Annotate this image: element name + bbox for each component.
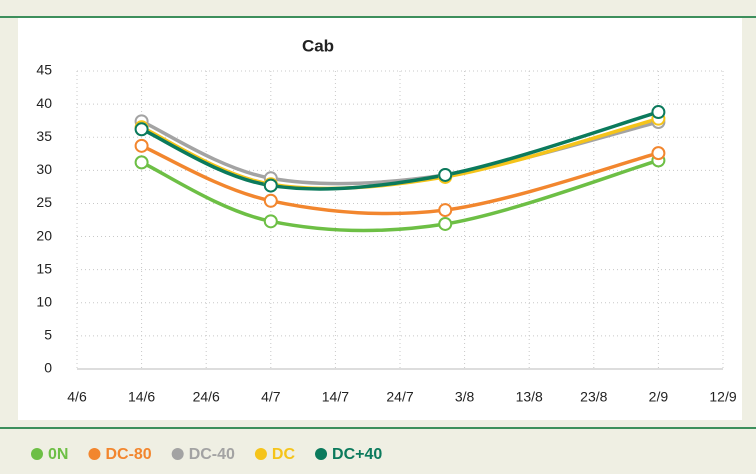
- y-tick-label: 0: [44, 360, 52, 376]
- x-tick-label: 14/7: [322, 389, 349, 405]
- x-tick-label: 23/8: [580, 389, 607, 405]
- x-tick-label: 4/6: [67, 389, 87, 405]
- legend-marker: [315, 448, 328, 460]
- y-tick-label: 30: [36, 161, 52, 177]
- data-point: [134, 138, 149, 153]
- legend-label: DC-40: [189, 446, 235, 463]
- data-point: [651, 105, 666, 120]
- legend-marker: [171, 448, 184, 460]
- y-tick-label: 40: [36, 95, 52, 111]
- legend-marker: [88, 448, 101, 460]
- x-tick-label: 3/8: [455, 389, 475, 405]
- x-tick-label: 2/9: [649, 389, 669, 405]
- y-tick-label: 20: [36, 227, 52, 243]
- x-tick-label: 14/6: [128, 389, 155, 405]
- data-point: [134, 122, 149, 137]
- series-line: [140, 158, 659, 233]
- x-tick-label: 24/7: [386, 389, 413, 405]
- legend-label: DC: [272, 446, 296, 463]
- chart-panel: [18, 18, 742, 420]
- data-point: [263, 178, 278, 193]
- x-tick-label: 4/7: [261, 389, 281, 405]
- series-line: [140, 144, 659, 216]
- y-tick-label: 15: [36, 260, 52, 276]
- legend-marker: [31, 448, 43, 460]
- data-point: [263, 214, 278, 229]
- x-tick-label: 24/6: [193, 389, 220, 405]
- series-line: [140, 110, 659, 191]
- y-tick-label: 25: [36, 194, 52, 210]
- y-tick-label: 35: [36, 128, 52, 144]
- x-tick-label: 13/8: [516, 389, 543, 405]
- data-point: [438, 216, 453, 231]
- legend-label: DC-80: [105, 446, 151, 463]
- data-point: [438, 167, 453, 182]
- legend-marker: [254, 448, 267, 460]
- y-tick-label: 10: [36, 293, 52, 309]
- data-point: [651, 146, 666, 161]
- data-point: [134, 155, 149, 170]
- data-point: [263, 193, 278, 208]
- data-point: [438, 203, 453, 218]
- legend-label: 0N: [48, 446, 68, 463]
- chart-title: Cab: [302, 36, 334, 55]
- x-tick-label: 12/9: [709, 389, 736, 405]
- y-tick-label: 45: [36, 62, 52, 78]
- y-tick-label: 5: [44, 327, 52, 343]
- legend-label: DC+40: [332, 446, 382, 463]
